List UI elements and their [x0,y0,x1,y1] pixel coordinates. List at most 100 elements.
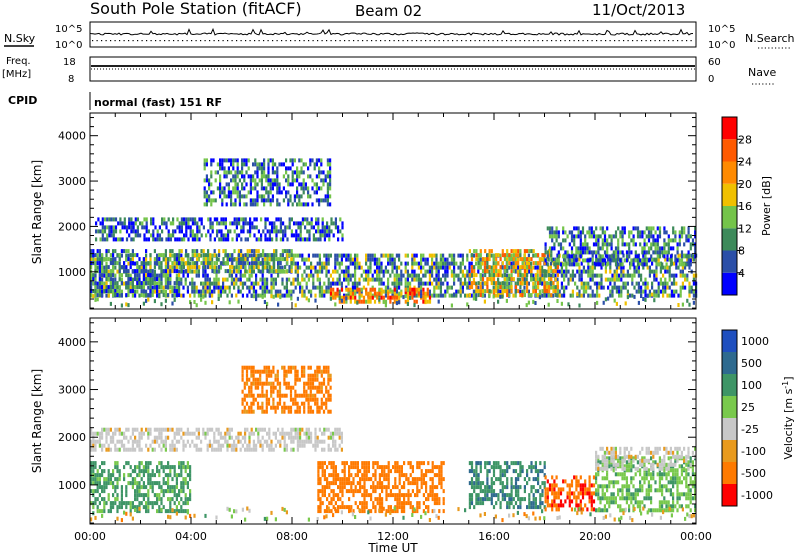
heatmap-cell [675,273,678,278]
heatmap-cell [664,265,667,270]
heatmap-cell [557,250,560,255]
heatmap-cell [246,257,249,262]
heatmap-cell [532,273,535,278]
nsearch-dot [663,40,665,42]
heatmap-cell [103,443,106,448]
heatmap-cell [516,277,519,282]
heatmap-cell [621,234,624,239]
heatmap-cell [136,277,139,282]
heatmap-cell [164,273,167,278]
heatmap-cell [675,281,678,286]
heatmap-cell [420,277,423,282]
heatmap-cell [248,435,251,440]
heatmap-cell [351,281,354,286]
heatmap-cell [211,443,214,448]
heatmap-cell [647,250,651,255]
heatmap-cell [626,273,629,278]
heatmap-cell [586,246,589,251]
heatmap-cell [171,439,174,444]
heatmap-cell [587,265,590,270]
heatmap-cell [336,253,339,258]
heatmap-cell [348,509,351,514]
heatmap-cell [234,190,237,195]
heatmap-cell [169,269,172,274]
heatmap-cell [669,262,673,267]
heatmap-cell [497,285,500,290]
heatmap-cell [281,393,284,398]
nsearch-dot [299,40,301,42]
heatmap-cell [195,435,198,440]
heatmap-cell [167,233,170,238]
heatmap-cell [642,297,645,301]
heatmap-cell [552,289,555,294]
heatmap-cell [288,277,291,282]
heatmap-cell [121,221,124,226]
heatmap-cell [131,289,134,294]
heatmap-cell [310,265,313,270]
heatmap-cell [548,285,551,290]
heatmap-cell [94,269,97,274]
heatmap-cell [680,254,684,259]
heatmap-cell [238,178,241,183]
heatmap-cell [121,237,124,242]
heatmap-cell [129,277,132,282]
heatmap-cell [554,257,557,262]
heatmap-cell [185,253,188,258]
heatmap-cell [118,277,121,282]
heatmap-cell [165,221,168,226]
heatmap-cell [609,265,612,270]
heatmap-cell [236,182,239,187]
heatmap-cell [196,265,199,270]
heatmap-cell [384,289,387,294]
heatmap-cell [404,265,407,270]
heatmap-cell [327,269,330,274]
heatmap-cell [125,269,128,274]
heatmap-cell [334,253,337,258]
heatmap-cell [450,285,453,290]
heatmap-cell [317,473,320,478]
heatmap-cell [365,257,368,262]
heatmap-cell [239,289,242,294]
heatmap-cell [488,253,491,258]
heatmap-cell [413,261,416,266]
heatmap-cell [184,277,187,282]
heatmap-cell [444,277,447,282]
heatmap-cell [241,253,244,258]
heatmap-cell [551,230,554,235]
heatmap-cell [376,257,379,262]
heatmap-cell [129,289,132,294]
heatmap-cell [254,381,257,386]
heatmap-cell [606,250,609,255]
heatmap-cell [269,158,272,163]
heatmap-cell [196,257,199,262]
heatmap-cell [652,238,655,243]
heatmap-cell [205,202,208,207]
y-tick-label: 2000 [58,220,86,233]
heatmap-cell [255,289,258,294]
heatmap-cell [571,293,574,298]
heatmap-cell [599,246,602,251]
heatmap-cell [350,489,353,494]
heatmap-cell [125,281,128,286]
heatmap-cell [395,295,399,300]
heatmap-cell [228,435,231,440]
heatmap-cell [207,253,210,258]
heatmap-cell [570,234,574,239]
heatmap-cell [293,170,296,175]
heatmap-cell [248,443,251,448]
heatmap-cell [323,293,326,298]
heatmap-cell [497,269,500,274]
heatmap-cell [278,389,282,394]
heatmap-cell [420,289,423,294]
heatmap-cell [217,297,220,301]
heatmap-cell [208,427,211,432]
heatmap-cell [233,277,236,282]
heatmap-cell [160,277,163,282]
heatmap-cell [193,289,196,294]
heatmap-cell [272,269,275,274]
heatmap-cell [257,253,260,258]
heatmap-cell [216,229,219,234]
heatmap-cell [337,493,340,498]
heatmap-cell [548,289,551,294]
heatmap-cell [651,292,654,297]
